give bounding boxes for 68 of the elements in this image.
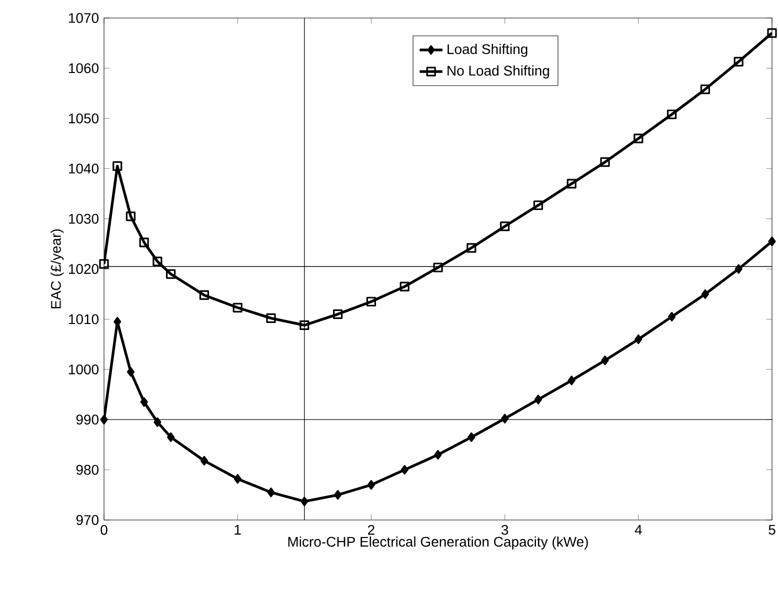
point: [601, 356, 609, 366]
point: [200, 456, 208, 466]
point: [568, 376, 576, 386]
x-tick-label: 5: [768, 524, 776, 535]
point: [566, 178, 576, 188]
y-tick-label: 980: [76, 464, 99, 475]
point: [433, 262, 443, 272]
point: [232, 302, 242, 312]
point: [99, 259, 109, 269]
point: [434, 450, 442, 460]
point: [667, 110, 677, 120]
y-tick-label: 1020: [68, 264, 99, 274]
x-tick-label: 1: [234, 524, 241, 535]
point: [300, 496, 308, 506]
point: [768, 236, 776, 246]
y-tick-label: 1050: [68, 113, 99, 124]
point: [668, 312, 676, 322]
point: [634, 134, 644, 144]
x-tick-label: 2: [368, 524, 374, 535]
point: [334, 490, 342, 500]
point: [634, 334, 642, 344]
point: [300, 320, 310, 330]
point: [234, 474, 242, 484]
x-tick-label: 3: [501, 524, 508, 535]
point: [152, 256, 162, 266]
y-tick-label: 1030: [68, 214, 99, 224]
y-axis-title: EAC (£/year): [50, 229, 64, 308]
point: [333, 309, 343, 319]
y-tick-label: 970: [76, 515, 99, 525]
point: [367, 480, 376, 490]
y-tick-label: 1040: [68, 164, 99, 174]
x-tick-label: 0: [100, 524, 108, 535]
point: [600, 157, 610, 167]
point: [126, 367, 135, 377]
y-tick-label: 1070: [68, 13, 99, 23]
point: [466, 243, 476, 253]
point: [534, 394, 542, 404]
point: [366, 296, 376, 306]
point: [100, 414, 108, 424]
point: [767, 28, 777, 38]
point: [734, 264, 742, 274]
point: [500, 222, 510, 232]
point: [167, 432, 175, 442]
point: [400, 464, 408, 475]
point: [501, 414, 509, 424]
y-tick-label: 990: [76, 414, 99, 425]
point: [126, 211, 136, 222]
point: [734, 56, 744, 66]
point: [139, 238, 149, 248]
point: [166, 269, 176, 279]
point: [112, 161, 122, 171]
x-tick-label: 4: [634, 524, 642, 535]
point: [140, 397, 148, 407]
y-tick-label: 1010: [68, 314, 99, 324]
point: [533, 200, 544, 210]
legend-label: Load Shifting: [448, 44, 528, 57]
point: [154, 417, 162, 427]
point: [700, 84, 710, 94]
y-tick-label: 1000: [68, 364, 99, 374]
legend-label: No Load Shifting: [448, 65, 550, 78]
x-axis-title: Micro-CHP Electrical Generation Capacity (kWe): [288, 536, 588, 550]
point: [400, 282, 410, 292]
point: [701, 289, 710, 299]
point: [266, 313, 276, 323]
point: [199, 290, 210, 300]
point: [468, 432, 476, 442]
y-tick-label: 1060: [68, 63, 99, 74]
point: [267, 488, 275, 498]
